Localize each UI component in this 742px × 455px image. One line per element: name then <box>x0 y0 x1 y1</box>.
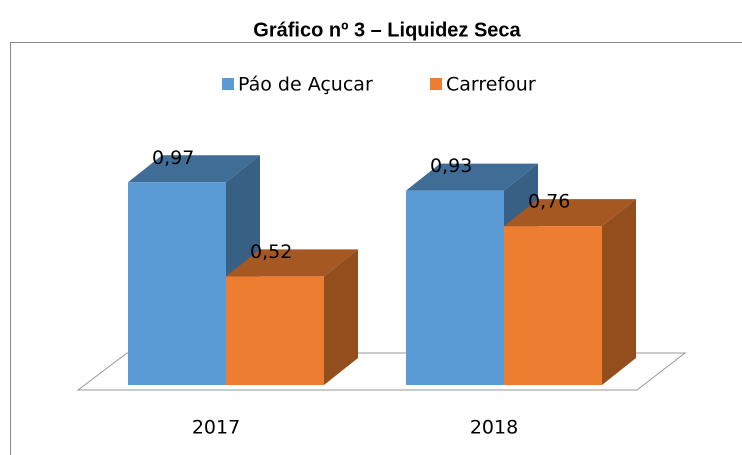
data-label: 0,52 <box>250 241 292 263</box>
x-tick-label: 2018 <box>470 417 518 439</box>
data-label: 0,76 <box>528 191 570 213</box>
legend-swatch <box>222 78 234 90</box>
bar <box>226 249 358 385</box>
data-label: 0,93 <box>430 155 472 177</box>
legend-label: Páo de Açucar <box>238 74 373 96</box>
bar-face <box>406 163 538 191</box>
x-tick-label: 2017 <box>192 417 240 439</box>
bar-face <box>602 199 636 385</box>
bar-face <box>128 182 226 385</box>
legend-label: Carrefour <box>446 74 536 96</box>
bar-face <box>406 190 504 385</box>
bar-face <box>324 249 358 385</box>
bar-face <box>128 155 260 183</box>
data-label: 0,97 <box>152 147 194 169</box>
bar-face <box>504 226 602 385</box>
legend-swatch <box>430 78 442 90</box>
chart-title: Gráfico nº 3 – Liquidez Seca <box>253 19 521 41</box>
bar-face <box>504 199 636 227</box>
bar-face <box>226 249 358 277</box>
bar <box>504 199 636 385</box>
chart-border <box>10 42 742 455</box>
bar-face <box>226 276 324 385</box>
